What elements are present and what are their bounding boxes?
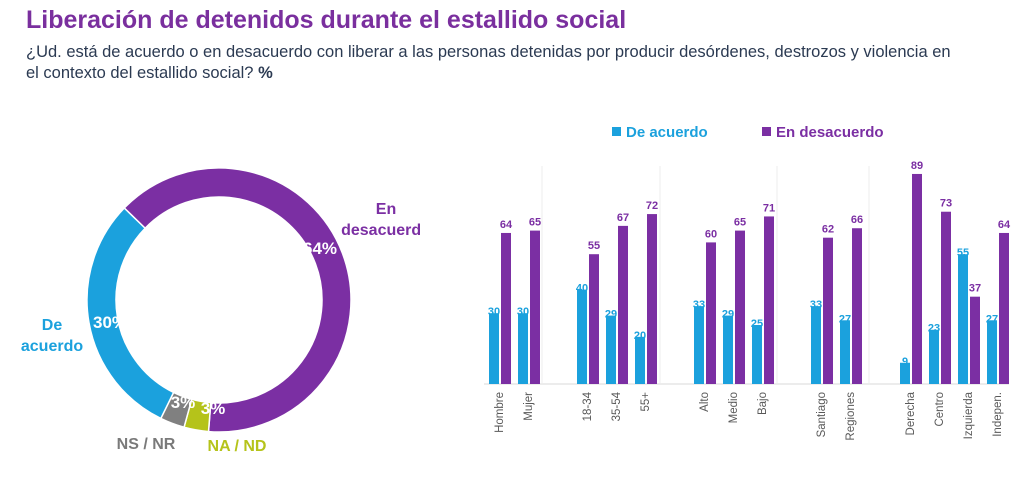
slice-label-acuerdo: acuerdo xyxy=(21,338,83,355)
value-label-acuerdo-11: 23 xyxy=(928,323,940,335)
value-label-acuerdo-4: 20 xyxy=(634,330,646,342)
category-label: Bajo xyxy=(757,392,769,415)
category-label: Alto xyxy=(699,392,711,412)
value-label-desacuerdo-11: 73 xyxy=(940,198,952,210)
bar-desacuerdo-7 xyxy=(764,216,774,384)
question-text: ¿Ud. está de acuerdo o en desacuerdo con… xyxy=(26,43,951,82)
value-label-desacuerdo-6: 65 xyxy=(734,217,746,229)
donut-slice-acuerdo xyxy=(86,206,175,420)
slice-percent-desacuerdo: 64% xyxy=(303,239,337,258)
category-label: Derecha xyxy=(905,391,917,435)
bar-desacuerdo-12 xyxy=(970,296,980,384)
bar-acuerdo-9 xyxy=(840,320,850,384)
category-label: 18-34 xyxy=(582,391,594,421)
bar-acuerdo-10 xyxy=(900,362,910,384)
value-label-desacuerdo-13: 64 xyxy=(998,219,1011,231)
chart-subtitle: ¿Ud. está de acuerdo o en desacuerdo con… xyxy=(26,42,956,84)
legend-swatch-1 xyxy=(762,127,771,136)
bar-acuerdo-5 xyxy=(694,306,704,384)
category-label: Centro xyxy=(934,392,946,427)
category-label: 55+ xyxy=(640,392,652,412)
bar-desacuerdo-2 xyxy=(589,254,599,384)
value-label-acuerdo-10: 9 xyxy=(902,356,908,368)
legend-swatch-0 xyxy=(612,127,621,136)
value-label-acuerdo-5: 33 xyxy=(693,299,705,311)
value-label-desacuerdo-12: 37 xyxy=(969,283,981,295)
legend-label-0: De acuerdo xyxy=(626,124,708,141)
value-label-acuerdo-12: 55 xyxy=(957,247,969,259)
value-label-acuerdo-13: 27 xyxy=(986,313,998,325)
bar-desacuerdo-9 xyxy=(852,228,862,384)
bar-desacuerdo-13 xyxy=(999,232,1009,384)
bar-acuerdo-2 xyxy=(577,289,587,384)
slice-label-nand: NA / ND xyxy=(208,438,267,455)
legend-label-1: En desacuerdo xyxy=(776,124,884,141)
bar-desacuerdo-8 xyxy=(823,237,833,384)
value-label-acuerdo-1: 30 xyxy=(517,306,529,318)
value-label-acuerdo-8: 33 xyxy=(810,299,822,311)
bar-chart: De acuerdo En desacuerdo 30 64 Hombre 30 65 Muj… xyxy=(484,124,1011,441)
slice-label-desacuerdo: En xyxy=(376,201,396,218)
bar-acuerdo-13 xyxy=(987,320,997,384)
bar-acuerdo-11 xyxy=(929,329,939,384)
bar-desacuerdo-4 xyxy=(647,214,657,384)
value-label-acuerdo-3: 29 xyxy=(605,309,617,321)
category-label: 35-54 xyxy=(611,391,623,421)
unit-label: % xyxy=(258,64,273,82)
category-label: Santiago xyxy=(816,392,828,437)
value-label-desacuerdo-4: 72 xyxy=(646,200,658,212)
bar-desacuerdo-3 xyxy=(618,225,628,384)
value-label-desacuerdo-3: 67 xyxy=(617,212,629,224)
value-label-acuerdo-2: 40 xyxy=(576,283,588,295)
bar-acuerdo-1 xyxy=(518,313,528,384)
bar-desacuerdo-5 xyxy=(706,242,716,384)
bar-desacuerdo-10 xyxy=(912,173,922,384)
value-label-acuerdo-7: 25 xyxy=(751,318,763,330)
chart-title: Liberación de detenidos durante el estal… xyxy=(26,6,627,34)
bar-acuerdo-4 xyxy=(635,336,645,384)
value-label-desacuerdo-10: 89 xyxy=(911,160,923,172)
bar-acuerdo-0 xyxy=(489,313,499,384)
donut-chart: 64% En desacuerdo 3% NA / ND 3% NS / NR 30% De ac… xyxy=(21,167,420,455)
category-label: Hombre xyxy=(494,392,506,433)
value-label-desacuerdo-2: 55 xyxy=(588,240,600,252)
slice-label-desacuerdo: desacuerdo xyxy=(341,222,420,239)
value-label-acuerdo-0: 30 xyxy=(488,306,500,318)
value-label-acuerdo-9: 27 xyxy=(839,313,851,325)
bar-desacuerdo-6 xyxy=(735,230,745,384)
slice-label-acuerdo: De xyxy=(42,317,63,334)
bar-desacuerdo-0 xyxy=(501,232,511,384)
category-label: Izquierda xyxy=(963,391,975,439)
value-label-desacuerdo-0: 64 xyxy=(500,219,513,231)
bar-acuerdo-7 xyxy=(752,325,762,384)
value-label-desacuerdo-8: 62 xyxy=(822,224,834,236)
value-label-desacuerdo-9: 66 xyxy=(851,214,863,226)
category-label: Mujer xyxy=(523,392,535,421)
slice-percent-acuerdo: 30% xyxy=(93,313,127,332)
slice-percent-nsnr: 3% xyxy=(171,393,196,412)
bar-desacuerdo-1 xyxy=(530,230,540,384)
category-label: Regiones xyxy=(845,392,857,441)
slice-percent-nand: 3% xyxy=(201,399,226,418)
bar-acuerdo-6 xyxy=(723,315,733,384)
value-label-desacuerdo-7: 71 xyxy=(763,202,775,214)
value-label-desacuerdo-5: 60 xyxy=(705,228,717,240)
bar-acuerdo-3 xyxy=(606,315,616,384)
value-label-acuerdo-6: 29 xyxy=(722,309,734,321)
bar-acuerdo-8 xyxy=(811,306,821,384)
donut-slice-desacuerdo xyxy=(123,167,352,433)
category-label: Indepen. xyxy=(992,392,1004,437)
slice-label-nsnr: NS / NR xyxy=(117,436,176,453)
value-label-desacuerdo-1: 65 xyxy=(529,217,541,229)
bar-acuerdo-12 xyxy=(958,254,968,384)
bar-desacuerdo-11 xyxy=(941,211,951,384)
category-label: Medio xyxy=(728,392,740,423)
